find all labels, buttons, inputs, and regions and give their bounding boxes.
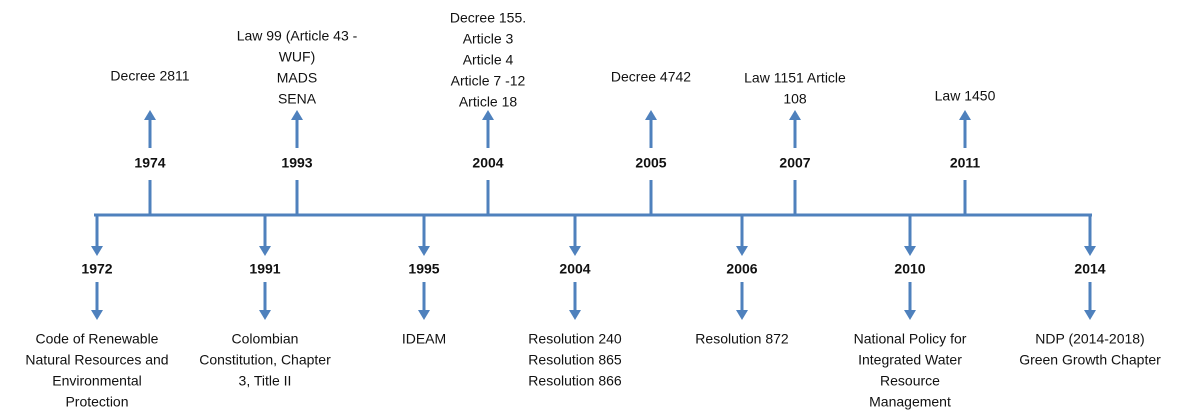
event-label: Article 4 [463,52,514,68]
arrow-head [259,246,271,256]
arrow-head [569,310,581,320]
arrow-head [789,110,801,120]
arrow-head [482,110,494,120]
arrow-head [144,110,156,120]
arrow-head [1084,310,1096,320]
event-label: Environmental [52,373,142,389]
event-year: 2007 [779,155,810,171]
arrow-head [259,310,271,320]
event-label: Green Growth Chapter [1019,352,1161,368]
event-label: Integrated Water [858,352,962,368]
arrow-head [736,310,748,320]
arrow-head [291,110,303,120]
event-label: WUF) [279,49,316,65]
event-year: 2014 [1074,261,1105,277]
event-label: Decree 2811 [110,68,189,84]
arrow-head [1084,246,1096,256]
event-year: 2011 [950,155,981,171]
event-year: 2004 [559,261,590,277]
event-label: Natural Resources and [25,352,168,368]
event-label: Decree 4742 [611,69,691,85]
event-year: 1995 [408,261,439,277]
event-label: Article 18 [459,94,518,110]
event-label: Resolution 866 [528,373,622,389]
event-label: Article 3 [463,31,514,47]
arrow-head [645,110,657,120]
event-label: Article 7 -12 [451,73,526,89]
arrow-head [904,246,916,256]
event-label: Colombian [232,331,299,347]
event-label: Law 99 (Article 43 - [237,28,358,44]
arrow-head [569,246,581,256]
event-label: Constitution, Chapter [199,352,331,368]
event-label: Resolution 240 [528,331,622,347]
event-label: Law 1151 Article [744,70,846,86]
event-label: Resolution 872 [695,331,789,347]
event-label: Resource [880,373,940,389]
arrow-head [91,246,103,256]
event-label: 3, Title II [239,373,292,389]
arrow-head [418,310,430,320]
event-year: 2004 [472,155,503,171]
event-label: Resolution 865 [528,352,622,368]
event-label: SENA [278,91,317,107]
event-label: National Policy for [854,331,967,347]
arrow-head [418,246,430,256]
event-year: 1991 [249,261,280,277]
arrow-head [91,310,103,320]
event-label: Code of Renewable [36,331,159,347]
event-year: 2010 [894,261,925,277]
event-label: IDEAM [402,331,446,347]
event-label: Decree 155. [450,10,526,26]
event-year: 2005 [635,155,666,171]
event-label: NDP (2014-2018) [1035,331,1144,347]
event-label: 108 [783,91,807,107]
event-label: MADS [277,70,317,86]
event-label: Management [869,394,951,410]
event-year: 1974 [134,155,165,171]
event-year: 1972 [81,261,112,277]
event-label: Protection [65,394,128,410]
arrow-head [904,310,916,320]
arrow-head [736,246,748,256]
event-label: Law 1450 [935,88,996,104]
arrow-head [959,110,971,120]
event-year: 2006 [726,261,757,277]
event-year: 1993 [281,155,312,171]
